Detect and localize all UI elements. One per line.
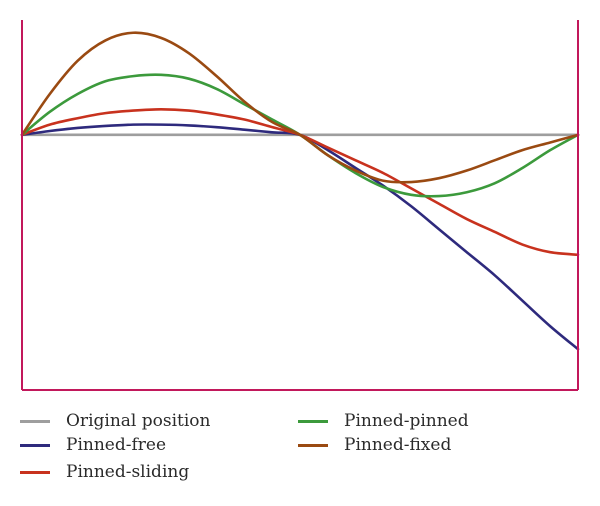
legend-swatch-pinned-fixed [298, 443, 328, 447]
legend-item-pinned-free: Pinned-free [20, 433, 166, 457]
series-line-pinned-free [20, 123, 580, 351]
legend-label-original-position: Original position [66, 411, 211, 431]
chart-series-lines [20, 31, 580, 351]
chart-svg [20, 20, 580, 391]
chart-frame [21, 20, 579, 391]
legend-swatch-original-position [20, 419, 50, 423]
legend-label-pinned-fixed: Pinned-fixed [344, 435, 452, 455]
legend-swatch-pinned-sliding [20, 470, 50, 474]
legend-label-pinned-sliding: Pinned-sliding [66, 462, 190, 482]
legend-swatch-pinned-free [20, 443, 50, 447]
legend-item-pinned-pinned: Pinned-pinned [298, 409, 469, 433]
legend-item-pinned-sliding: Pinned-sliding [20, 460, 189, 484]
legend: Original position Pinned-free Pinned-sli… [0, 400, 600, 506]
legend-label-pinned-free: Pinned-free [66, 435, 166, 455]
legend-swatch-pinned-pinned [298, 419, 328, 423]
legend-item-pinned-fixed: Pinned-fixed [298, 433, 451, 457]
legend-label-pinned-pinned: Pinned-pinned [344, 411, 469, 431]
legend-item-original-position: Original position [20, 409, 210, 433]
series-line-pinned-fixed [20, 31, 580, 184]
